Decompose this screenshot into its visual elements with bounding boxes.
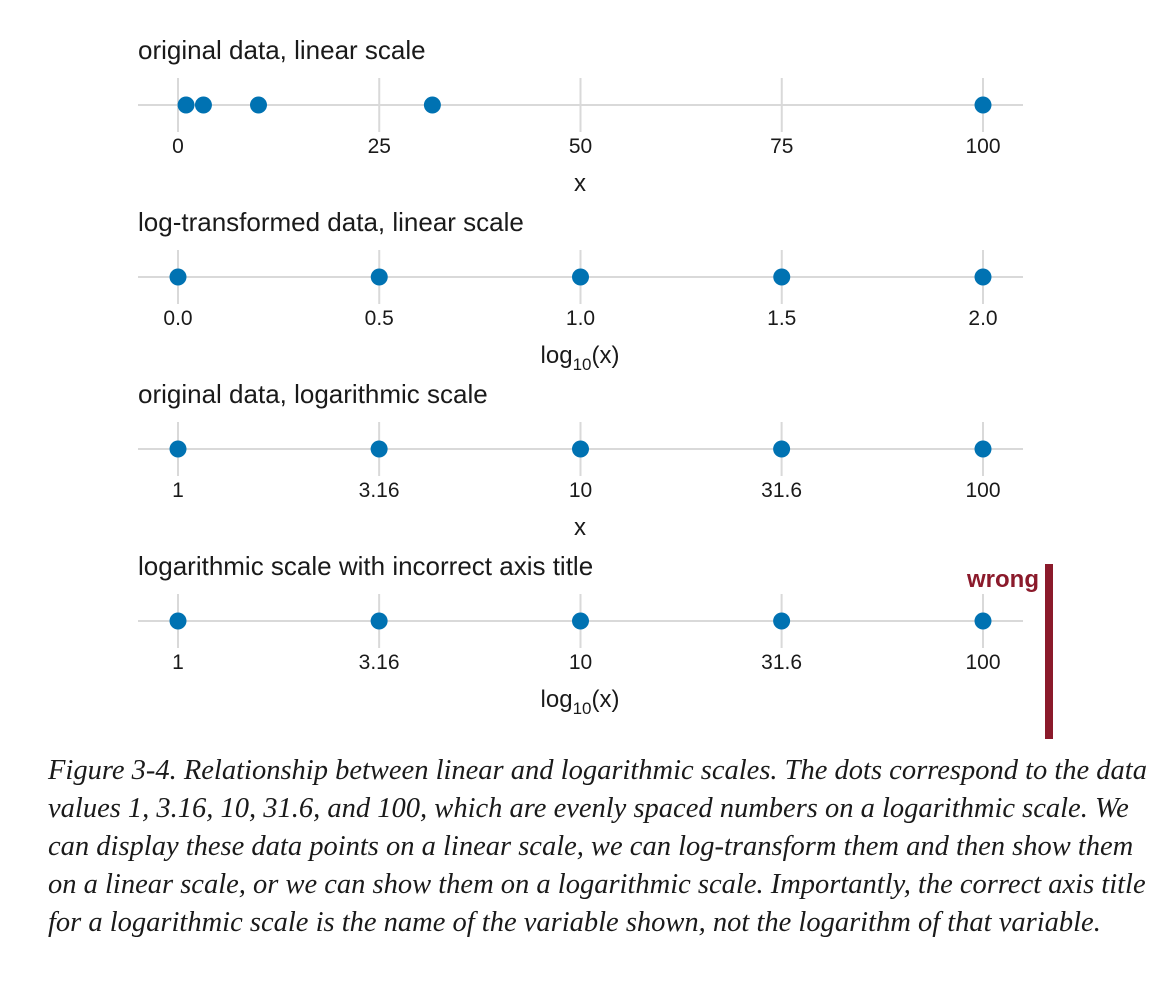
tick-label: 1.0 [566,307,595,330]
data-point [572,268,589,286]
data-point [773,612,791,630]
data-point [974,440,992,458]
data-point [423,96,441,114]
panel-title: logarithmic scale with incorrect axis ti… [138,551,593,581]
tick-label: 10 [569,479,592,502]
data-point [773,268,791,286]
axis-title: x [574,514,586,541]
tick-label: 3.16 [359,651,400,674]
data-point [370,268,388,286]
tick-label: 50 [569,135,592,158]
data-point [773,440,791,458]
data-point [572,612,589,630]
axis-title-main: x [574,514,586,541]
panel-4: logarithmic scale with incorrect axis ti… [138,551,1023,718]
data-point [974,268,992,286]
tick-label: 31.6 [761,651,802,674]
axis-title: log10(x) [541,686,620,718]
data-point [169,440,187,458]
figure-panels: original data, linear scale 0 25 50 75 100 x lo… [138,35,1053,739]
axis-title-subscript: 10 [573,355,592,374]
tick-label: 1 [172,651,184,674]
tick-label: 10 [569,651,592,674]
data-point [250,96,267,114]
axis-title-main: x [574,170,586,197]
tick-label: 0.0 [163,307,192,330]
panels-group: original data, linear scale 0 25 50 75 100 x lo… [138,35,1053,739]
tick-label: 0.5 [365,307,394,330]
tick-label: 75 [770,135,793,158]
tick-label: 3.16 [359,479,400,502]
wrong-bar [1045,564,1053,739]
tick-label: 100 [965,135,1000,158]
data-point [370,440,388,458]
tick-label: 0 [172,135,184,158]
tick-label: 31.6 [761,479,802,502]
axis-title: log10(x) [541,342,620,374]
data-point [974,96,992,114]
panel-title: log-transformed data, linear scale [138,207,524,237]
tick-label: 2.0 [968,307,997,330]
data-point [572,440,589,458]
data-point [169,268,187,286]
data-point [194,96,212,114]
data-point [169,612,187,630]
data-point [177,96,195,114]
tick-label: 1.5 [767,307,796,330]
axis-title-subscript: 10 [573,699,592,718]
data-point [974,612,992,630]
tick-label: 25 [368,135,391,158]
wrong-label: wrong [966,566,1039,593]
axis-title-main: log [541,342,573,369]
axis-title-tail: (x) [591,342,619,369]
tick-label: 1 [172,479,184,502]
panel-title: original data, logarithmic scale [138,379,488,409]
panel-3: original data, logarithmic scale 1 3.16 10 3… [138,379,1023,541]
axis-title-tail: (x) [591,686,619,713]
panel-2: log-transformed data, linear scale 0.0 0.5… [138,207,1023,374]
data-point [370,612,388,630]
panel-title: original data, linear scale [138,35,426,65]
tick-label: 100 [965,479,1000,502]
tick-label: 100 [965,651,1000,674]
figure-caption: Figure 3-4. Relationship between linear … [48,755,1147,938]
axis-title: x [574,170,586,197]
axis-title-main: log [541,686,573,713]
panel-1: original data, linear scale 0 25 50 75 100 x [138,35,1023,197]
